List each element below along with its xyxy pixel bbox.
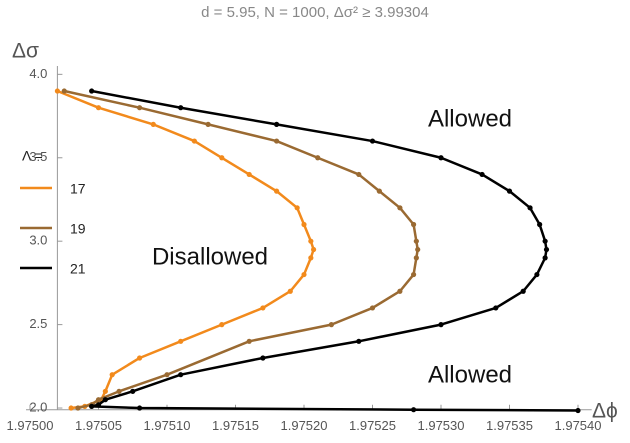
- data-point: [542, 238, 548, 244]
- data-point: [178, 372, 184, 378]
- data-point: [411, 271, 417, 278]
- data-point: [205, 121, 211, 127]
- data-point: [102, 397, 108, 403]
- data-point: [438, 155, 444, 161]
- data-point: [274, 138, 280, 144]
- annotation: Allowed: [428, 361, 512, 388]
- x-tick-label: 1.97520: [281, 418, 328, 433]
- x-tick-label: 1.97515: [212, 418, 259, 433]
- data-point: [534, 271, 540, 278]
- annotation: Allowed: [428, 105, 512, 132]
- x-tick-label: 1.97535: [486, 418, 533, 433]
- data-point: [89, 403, 95, 409]
- data-point: [520, 288, 526, 294]
- chart-title: d = 5.95, N = 1000, Δσ² ≥ 3.99304: [201, 4, 429, 21]
- data-point: [301, 271, 307, 278]
- y-tick-label: 3.5: [29, 149, 47, 164]
- data-point: [54, 88, 61, 94]
- data-point: [116, 388, 122, 394]
- data-point: [413, 255, 419, 261]
- legend-label: 21: [70, 261, 86, 277]
- data-point: [369, 138, 376, 144]
- data-point: [164, 372, 170, 378]
- data-point: [274, 121, 280, 127]
- data-point: [219, 155, 225, 161]
- data-point: [315, 155, 321, 161]
- data-point: [178, 338, 184, 344]
- data-point: [246, 171, 252, 178]
- data-point: [274, 188, 280, 194]
- legend-title: Λ =: [22, 148, 43, 164]
- data-point: [575, 407, 581, 414]
- data-point: [130, 388, 136, 394]
- data-point: [260, 305, 266, 311]
- x-tick-label: 1.97525: [349, 418, 396, 433]
- data-point: [479, 171, 485, 178]
- x-tick-label: 1.97500: [7, 418, 54, 433]
- data-point: [542, 255, 548, 261]
- data-point: [438, 322, 444, 328]
- data-point: [246, 338, 252, 344]
- data-point: [102, 388, 108, 394]
- data-point: [308, 238, 314, 244]
- data-point: [75, 405, 81, 411]
- data-point: [287, 288, 293, 294]
- series-line: [63, 89, 419, 410]
- annotation: Disallowed: [152, 243, 268, 270]
- x-tick-label: 1.97540: [555, 418, 602, 433]
- data-point: [95, 402, 102, 408]
- data-point: [369, 305, 376, 311]
- x-tick-label: 1.97505: [75, 418, 122, 433]
- y-axis-label: Δσ: [12, 40, 39, 63]
- data-point: [301, 221, 307, 228]
- data-point: [356, 338, 362, 344]
- y-tick-label: 3.0: [29, 233, 47, 248]
- data-point: [493, 305, 499, 311]
- data-point: [328, 322, 334, 328]
- data-point: [294, 205, 300, 211]
- data-point: [310, 246, 317, 253]
- data-point: [415, 246, 421, 253]
- data-point: [109, 372, 115, 378]
- data-point: [150, 121, 156, 127]
- data-point: [543, 246, 550, 253]
- data-point: [61, 88, 67, 94]
- data-point: [137, 355, 143, 361]
- data-point: [191, 138, 197, 144]
- data-point: [137, 405, 143, 411]
- data-point: [308, 255, 314, 261]
- legend-label: 17: [70, 181, 86, 197]
- data-point: [537, 221, 543, 228]
- data-point: [411, 407, 417, 413]
- data-point: [527, 205, 533, 211]
- x-tick-label: 1.97530: [418, 418, 465, 433]
- data-point: [89, 88, 95, 94]
- data-point: [506, 188, 513, 194]
- data-point: [411, 221, 417, 228]
- data-point: [178, 105, 184, 111]
- y-tick-label: 2.5: [29, 316, 47, 331]
- data-point: [413, 238, 419, 244]
- data-point: [397, 288, 403, 294]
- data-point: [95, 105, 102, 111]
- data-point: [68, 405, 74, 411]
- legend-label: 19: [70, 221, 86, 237]
- data-point: [397, 205, 403, 211]
- data-point: [376, 188, 382, 194]
- data-point: [95, 397, 102, 403]
- x-tick-label: 1.97510: [144, 418, 191, 433]
- y-tick-label: 4.0: [29, 66, 47, 81]
- x-axis-label: Δϕ: [592, 400, 618, 423]
- data-point: [356, 171, 362, 178]
- data-point: [260, 355, 266, 361]
- y-tick-label: 2.0: [29, 399, 47, 414]
- data-point: [219, 322, 225, 328]
- data-point: [137, 105, 143, 111]
